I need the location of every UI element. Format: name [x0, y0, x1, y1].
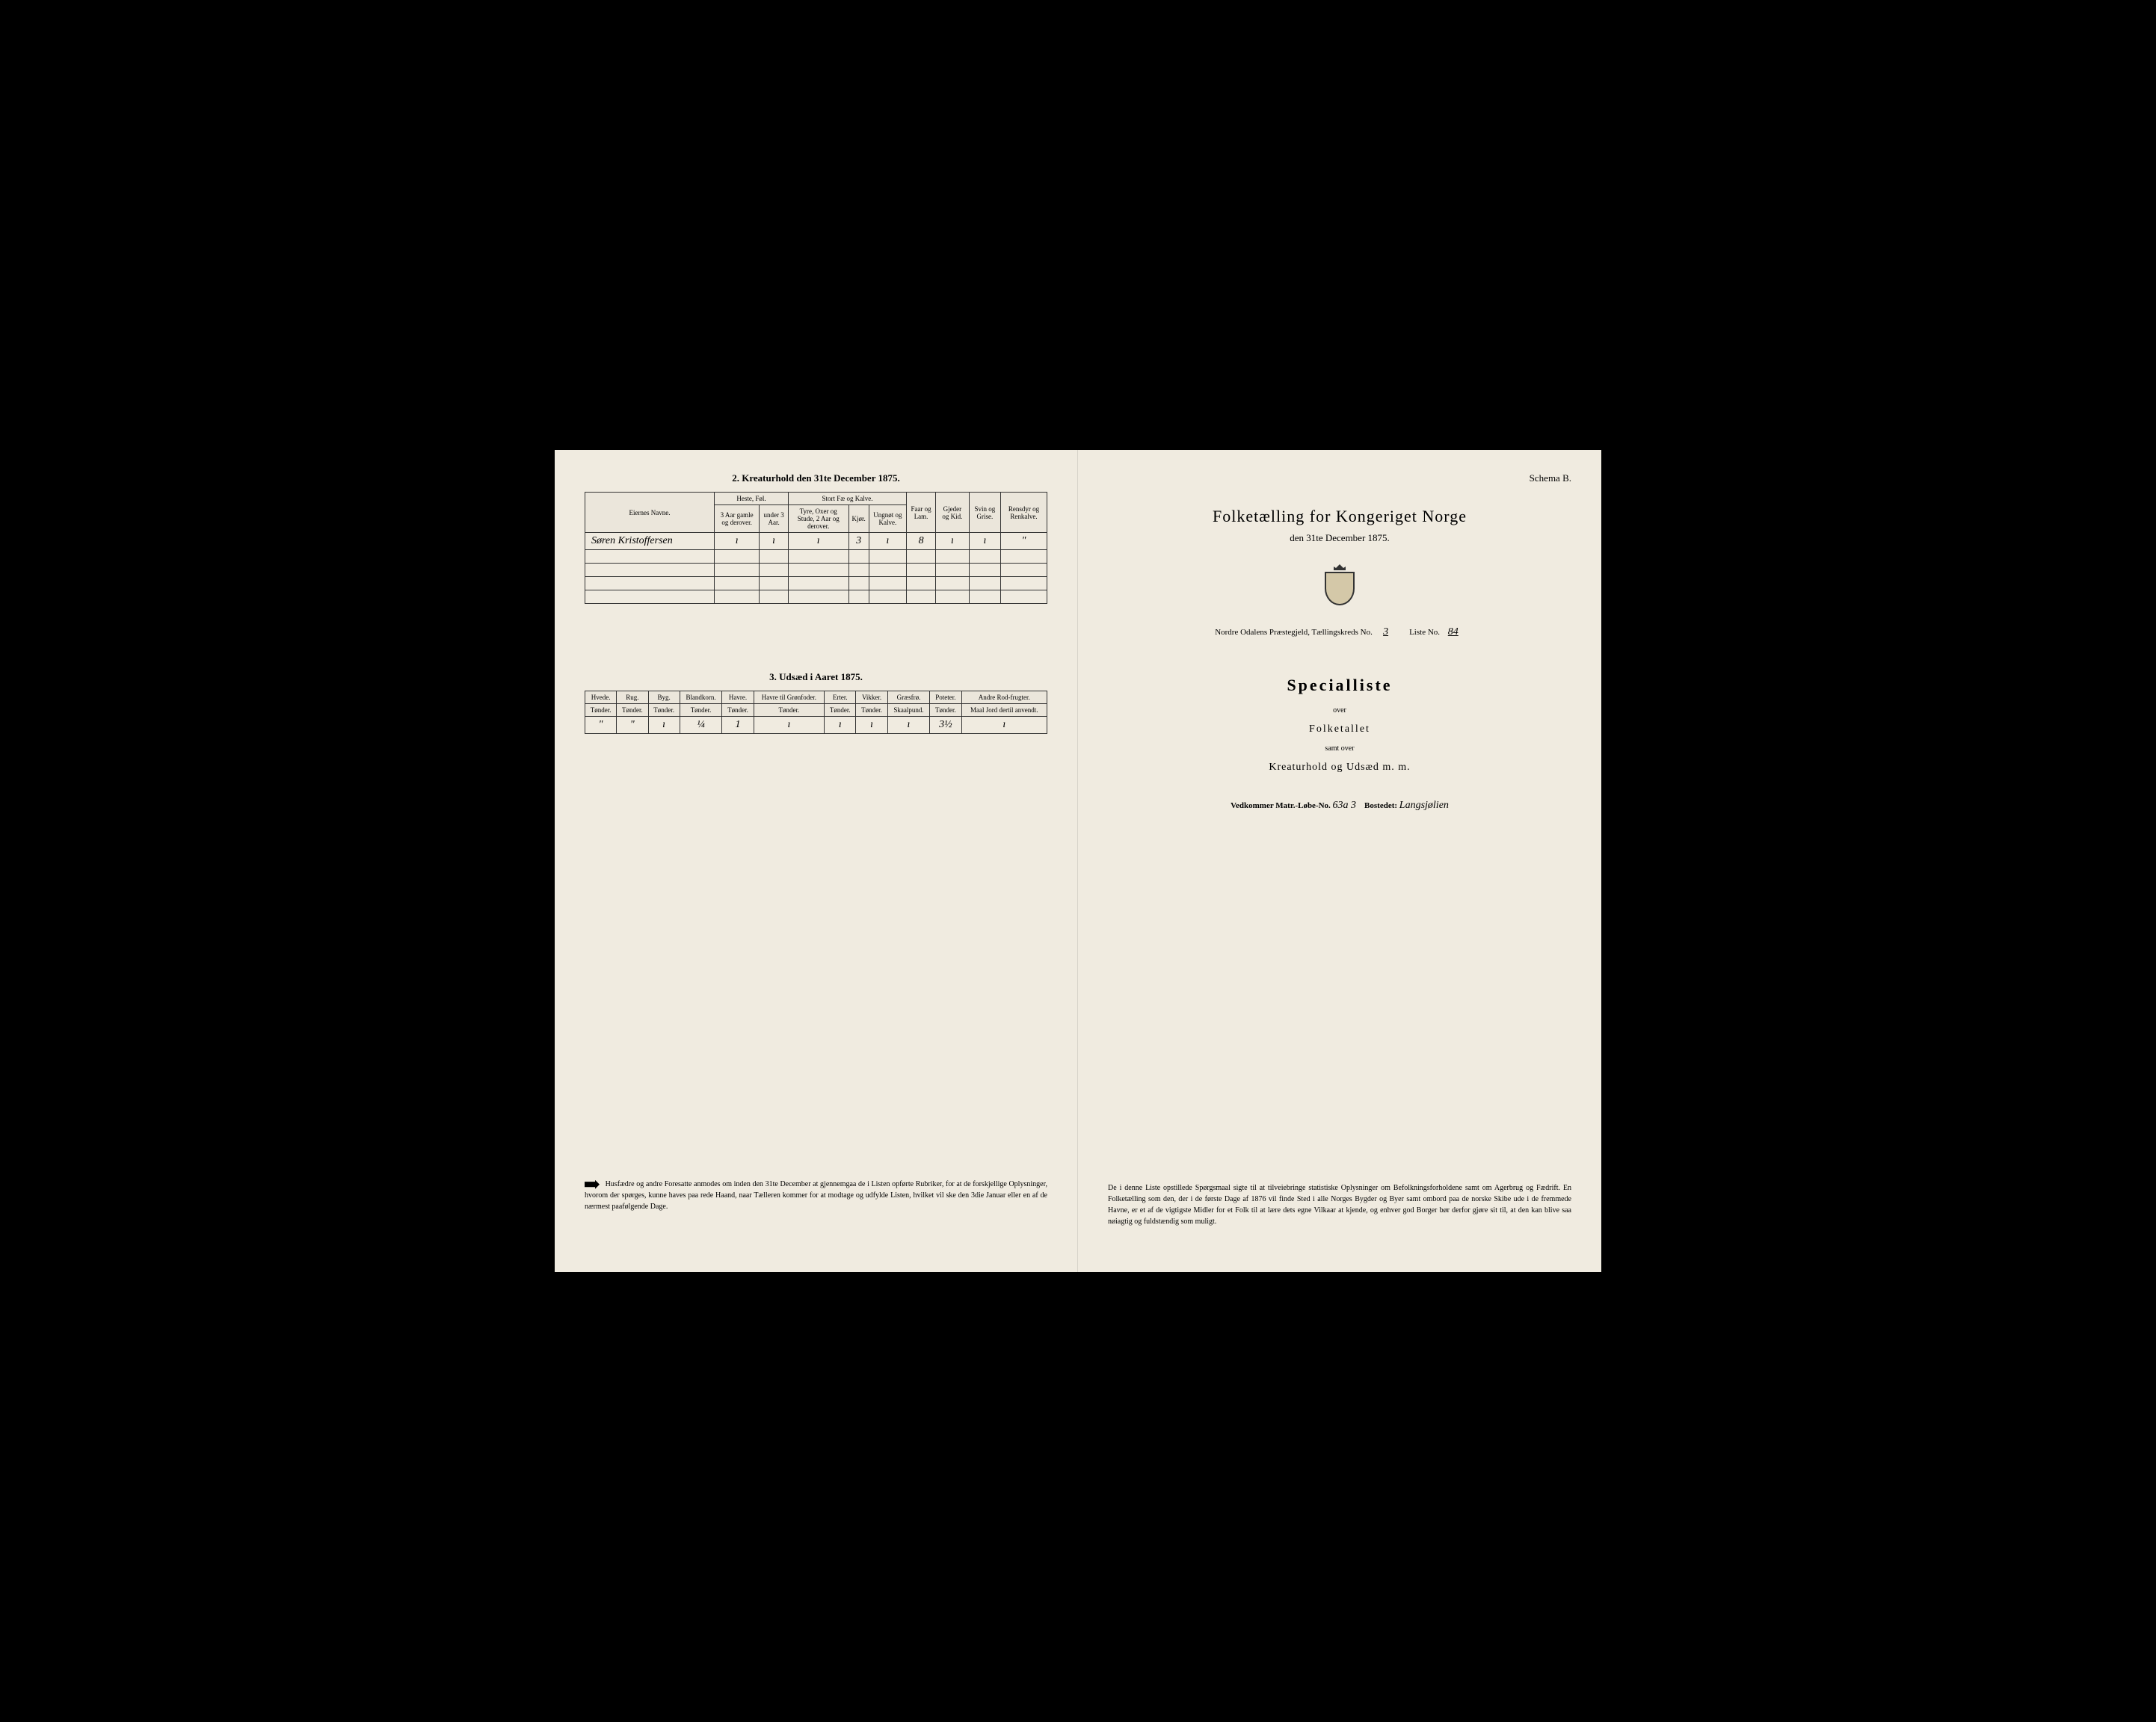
vedkommer-label2: Bostedet: [1364, 801, 1397, 810]
vedkommer-line: Vedkommer Matr.-Løbe-No. 63a 3 Bostedet:… [1108, 800, 1571, 812]
cell: 8 [907, 533, 936, 550]
main-title: Folketælling for Kongeriget Norge [1108, 507, 1571, 526]
th-pigs: Svin og Grise. [969, 493, 1000, 533]
cell: ı [825, 717, 856, 734]
th-sub: Tønder. [754, 704, 825, 717]
cell: " [617, 717, 648, 734]
cell: ı [788, 533, 848, 550]
liste-no: 84 [1442, 626, 1464, 638]
shield-icon [1325, 572, 1355, 605]
th-cattle2: Kjør. [848, 505, 869, 533]
th-goats: Gjeder og Kid. [936, 493, 970, 533]
cell: ı [969, 533, 1000, 550]
th-sub: Tønder. [722, 704, 754, 717]
cell: ı [869, 533, 906, 550]
th-sub: Tønder. [617, 704, 648, 717]
schema-label: Schema B. [1108, 472, 1571, 484]
cell: ı [754, 717, 825, 734]
over-label: over [1108, 706, 1571, 715]
th-sub: Tønder. [856, 704, 887, 717]
bosted: Langsjølien [1399, 800, 1449, 811]
th: Andre Rod-frugter. [961, 691, 1047, 704]
th-horse1: 3 Aar gamle og derover. [715, 505, 760, 533]
cell: ı [856, 717, 887, 734]
th-cattle3: Ungnøt og Kalve. [869, 505, 906, 533]
cell: ı [961, 717, 1047, 734]
vedkommer-label1: Vedkommer Matr.-Løbe-No. [1231, 801, 1331, 810]
th-sub: Tønder. [825, 704, 856, 717]
th-reindeer: Rensdyr og Renkalve. [1001, 493, 1047, 533]
right-page: Schema B. Folketælling for Kongeriget No… [1078, 450, 1601, 1272]
cell: " [1001, 533, 1047, 550]
cell: 1 [722, 717, 754, 734]
th: Byg. [648, 691, 680, 704]
folketallet-label: Folketallet [1108, 723, 1571, 735]
left-footer-note: Husfædre og andre Foresatte anmodes om i… [585, 1179, 1047, 1212]
parish-mid1: Præstegjeld, Tællingskreds No. [1269, 628, 1373, 637]
samt-over-label: samt over [1108, 744, 1571, 753]
table-row: Søren Kristoffersen ı ı ı 3 ı 8 ı ı " [585, 533, 1047, 550]
matr-no: 63a 3 [1333, 800, 1357, 811]
th: Blandkorn. [680, 691, 722, 704]
census-document: 2. Kreaturhold den 31te December 1875. E… [555, 450, 1601, 1272]
sub-title: den 31te December 1875. [1108, 532, 1571, 544]
th: Vikker. [856, 691, 887, 704]
footer-text: Husfædre og andre Foresatte anmodes om i… [585, 1180, 1047, 1211]
th-sub: Tønder. [648, 704, 680, 717]
parish-prefix: Nordre Odalens [1215, 628, 1267, 637]
th: Hvede. [585, 691, 617, 704]
cell: 3½ [930, 717, 961, 734]
th-group1: Heste, Føl. [715, 493, 789, 505]
table-row [585, 577, 1047, 590]
table2-title: 3. Udsæd i Aaret 1875. [585, 671, 1047, 683]
th-sub: Tønder. [585, 704, 617, 717]
sowing-table: Hvede. Rug. Byg. Blandkorn. Havre. Havre… [585, 691, 1047, 734]
owner-name: Søren Kristoffersen [585, 533, 715, 550]
th-owner: Eiernes Navne. [585, 493, 715, 533]
th: Erter. [825, 691, 856, 704]
left-page: 2. Kreaturhold den 31te December 1875. E… [555, 450, 1078, 1272]
right-footer-note: De i denne Liste opstillede Spørgsmaal s… [1108, 1182, 1571, 1227]
cell: ı [887, 717, 930, 734]
th-sheep: Faar og Lam. [907, 493, 936, 533]
cell: " [585, 717, 617, 734]
th: Havre til Grønfoder. [754, 691, 825, 704]
th-sub: Tønder. [680, 704, 722, 717]
th: Havre. [722, 691, 754, 704]
specialliste-title: Specialliste [1108, 676, 1571, 695]
crown-icon [1332, 563, 1347, 572]
th-cattle1: Tyre, Oxer og Stude, 2 Aar og derover. [788, 505, 848, 533]
table-row [585, 550, 1047, 564]
kreaturhold-label: Kreaturhold og Udsæd m. m. [1108, 762, 1571, 774]
cell: ı [715, 533, 760, 550]
th-sub: Tønder. [930, 704, 961, 717]
cell: ı [936, 533, 970, 550]
th-sub: Maal Jord dertil anvendt. [961, 704, 1047, 717]
kreds-no: 3 [1375, 626, 1397, 638]
cell: ı [760, 533, 789, 550]
table-row: " " ı ¼ 1 ı ı ı ı 3½ ı [585, 717, 1047, 734]
table-row [585, 564, 1047, 577]
th: Poteter. [930, 691, 961, 704]
th-horse2: under 3 Aar. [760, 505, 789, 533]
th: Græsfrø. [887, 691, 930, 704]
pointer-icon [585, 1180, 600, 1189]
th: Rug. [617, 691, 648, 704]
cell: ı [648, 717, 680, 734]
cell: 3 [848, 533, 869, 550]
table1-title: 2. Kreaturhold den 31te December 1875. [585, 472, 1047, 484]
th-group2: Stort Fæ og Kalve. [788, 493, 906, 505]
parish-line: Nordre Odalens Præstegjeld, Tællingskred… [1108, 626, 1571, 638]
table-row [585, 590, 1047, 604]
parish-mid2: Liste No. [1409, 628, 1440, 637]
th-sub: Skaalpund. [887, 704, 930, 717]
coat-of-arms-icon [1321, 563, 1358, 608]
livestock-table: Eiernes Navne. Heste, Føl. Stort Fæ og K… [585, 492, 1047, 604]
cell: ¼ [680, 717, 722, 734]
